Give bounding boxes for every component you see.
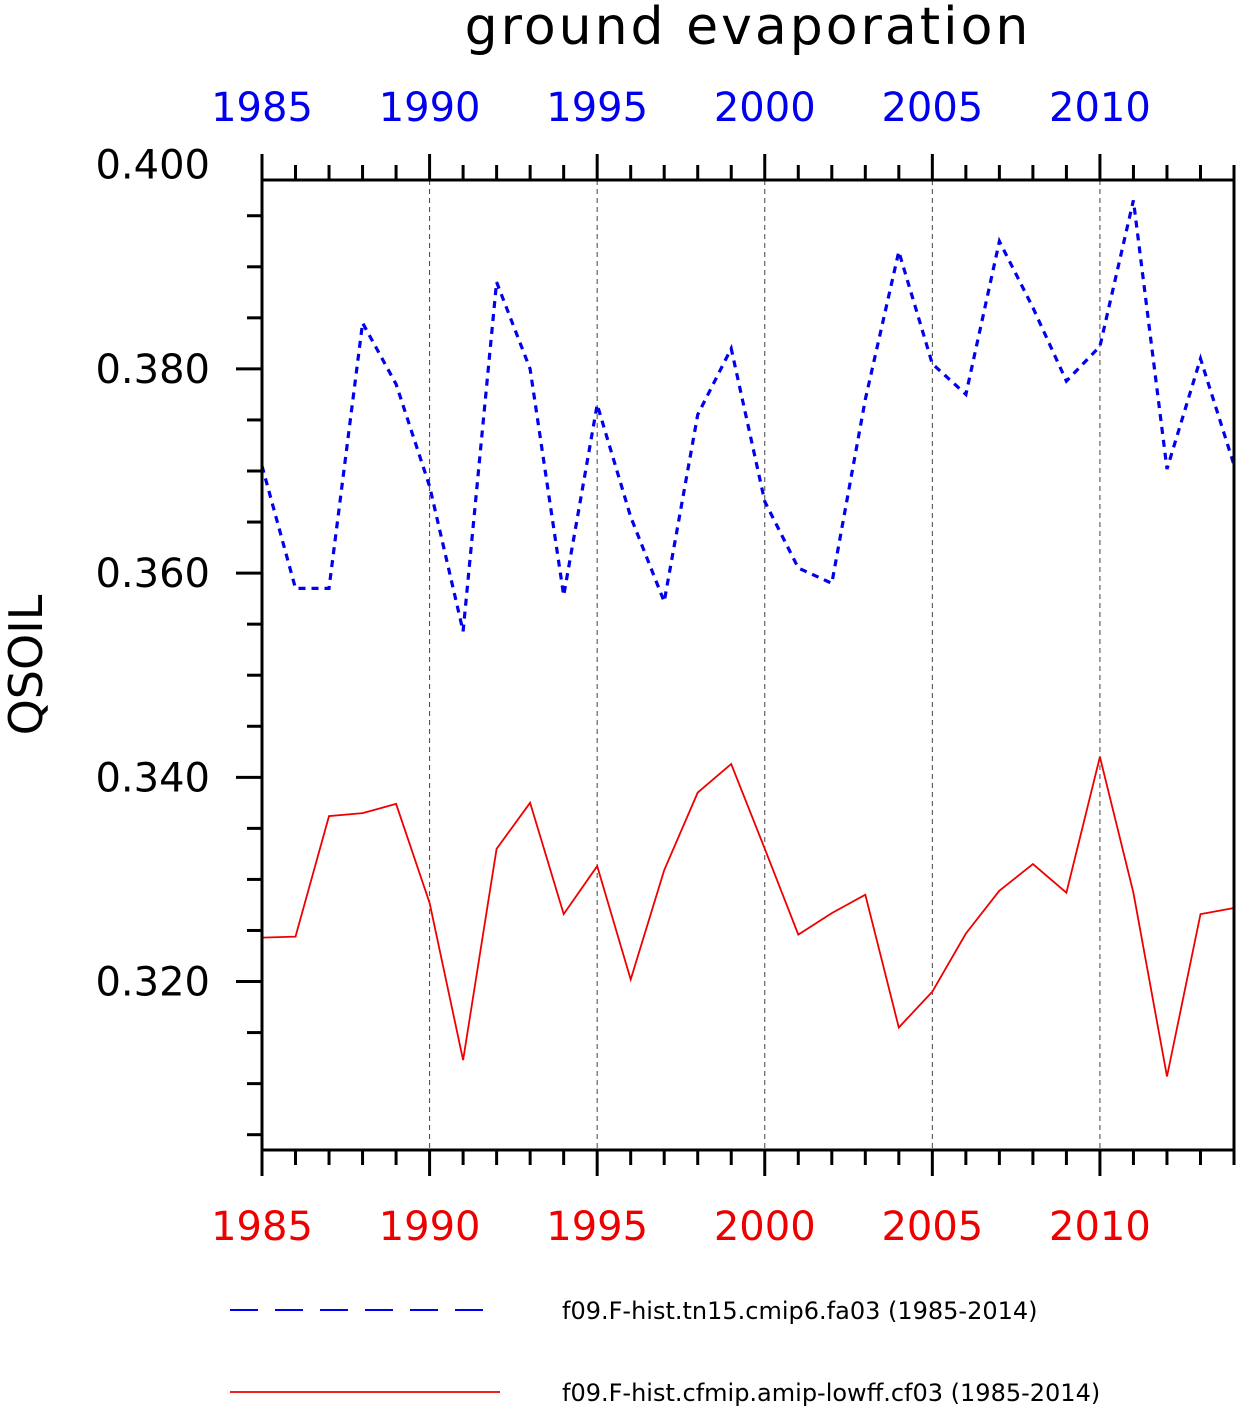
x-tick-label-top-1995: 1995 xyxy=(546,85,648,131)
y-tick-label-0.320: 0.320 xyxy=(95,960,210,1006)
legend-label-2: f09.F-hist.cfmip.amip-lowff.cf03 (1985-2… xyxy=(562,1379,1100,1407)
x-tick-label-bottom-1990: 1990 xyxy=(379,1204,481,1250)
series-layer xyxy=(260,200,1236,1077)
chart-title: ground evaporation xyxy=(465,0,1032,57)
x-tick-label-bottom-1995: 1995 xyxy=(546,1204,648,1250)
x-tick-label-top-2010: 2010 xyxy=(1049,85,1151,131)
plot-frame xyxy=(260,178,1236,1152)
y-tick-label-0.380: 0.380 xyxy=(95,347,210,393)
x-tick-label-top-2000: 2000 xyxy=(714,85,816,131)
x-tick-label-top-1990: 1990 xyxy=(379,85,481,131)
x-tick-label-top-1985: 1985 xyxy=(211,85,313,131)
grid-lines xyxy=(429,180,1101,1150)
legend: f09.F-hist.tn15.cmip6.fa03 (1985-2014) f0… xyxy=(230,1297,1100,1407)
y-tick-label-0.360: 0.360 xyxy=(95,551,210,597)
x-tick-label-bottom-2010: 2010 xyxy=(1049,1204,1151,1250)
x-tick-label-top-2005: 2005 xyxy=(881,85,983,131)
x-tick-label-bottom-2000: 2000 xyxy=(714,1204,816,1250)
legend-label-1: f09.F-hist.tn15.cmip6.fa03 (1985-2014) xyxy=(562,1297,1038,1325)
ticks-layer xyxy=(236,154,1236,1176)
y-axis-label: QSOIL xyxy=(0,594,53,735)
y-tick-label-0.340: 0.340 xyxy=(95,755,210,801)
y-tick-label-0.400: 0.400 xyxy=(95,143,210,189)
tick-labels: 1985 1985 1990 1990 1995 1995 2000 2000 2005 2005… xyxy=(95,85,1150,1250)
series-line-2 xyxy=(261,756,1235,1077)
series-line-1 xyxy=(260,200,1236,632)
x-tick-label-bottom-1985: 1985 xyxy=(211,1204,313,1250)
x-tick-label-bottom-2005: 2005 xyxy=(881,1204,983,1250)
